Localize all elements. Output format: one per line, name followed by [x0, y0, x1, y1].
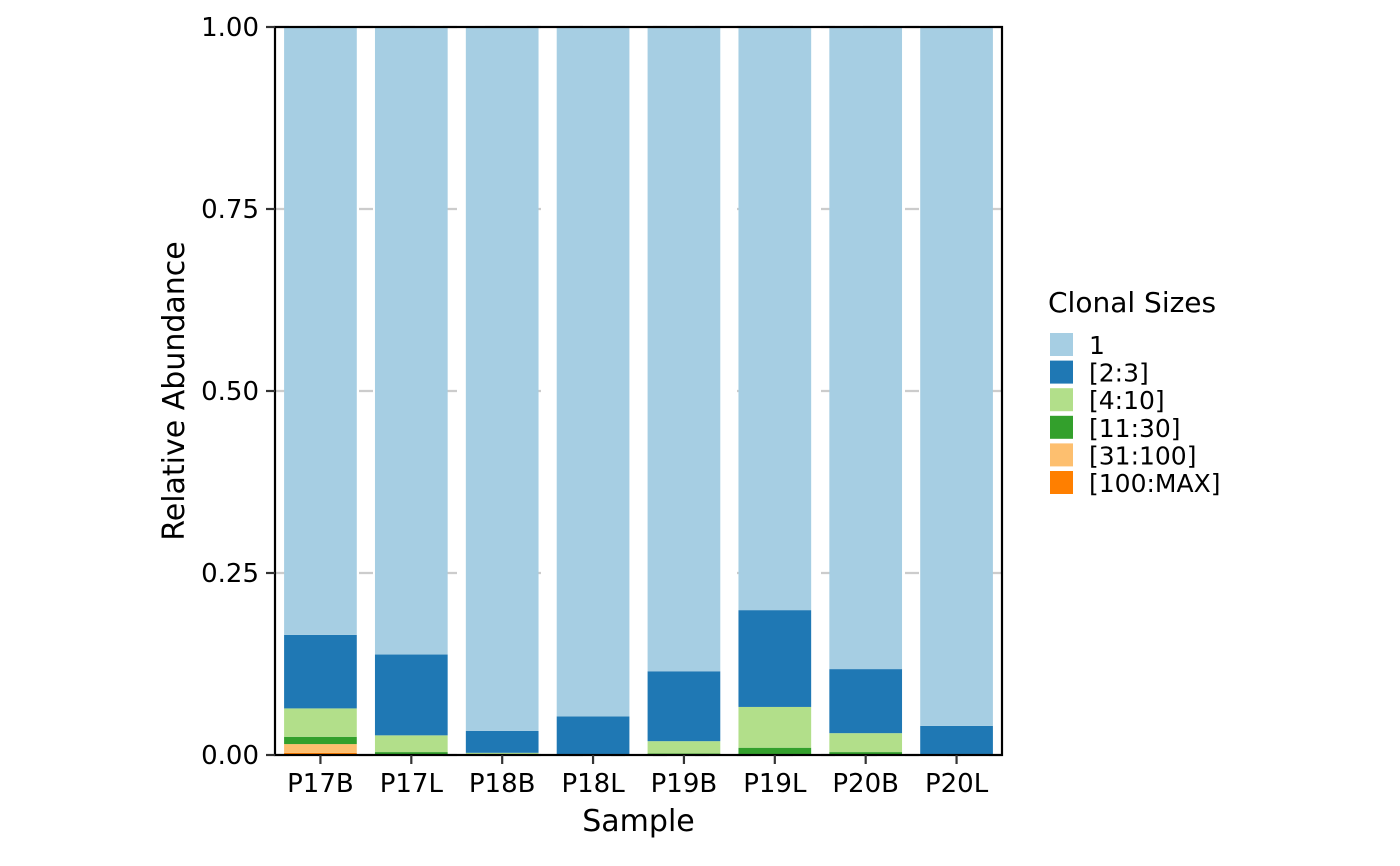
legend-label-5: [100:MAX] — [1089, 469, 1220, 498]
x-axis-title: Sample — [582, 804, 695, 839]
bar-P20B-segment-4 — [829, 669, 903, 734]
x-tick-label-P19B: P19B — [651, 769, 718, 799]
legend-swatch-3 — [1050, 415, 1073, 439]
x-tick-label-P18B: P18B — [469, 769, 536, 799]
bar-P19B-segment-3 — [647, 741, 721, 754]
bar-P20B-segment-3 — [829, 733, 903, 753]
y-tick-label-4: 1.00 — [201, 13, 259, 43]
bar-P19L-segment-3 — [738, 706, 812, 748]
bar-P17B-segment-4 — [284, 634, 357, 709]
bar-P19L-segment-2 — [738, 747, 812, 755]
legend-items: 1[2:3][4:10][11:30][31:100][100:MAX] — [1050, 331, 1220, 498]
bar-P19B-segment-5 — [647, 27, 721, 672]
legend-label-4: [31:100] — [1089, 441, 1196, 470]
x-tick-label-P17B: P17B — [287, 769, 354, 799]
y-tick-label-1: 0.25 — [201, 559, 259, 589]
x-tick-label-P18L: P18L — [561, 769, 625, 799]
bar-P17L-segment-3 — [374, 735, 448, 753]
bar-P17B-segment-2 — [284, 736, 357, 745]
x-tick-label-P20B: P20B — [832, 769, 899, 799]
x-tick-label-P20L: P20L — [925, 769, 989, 799]
x-tick-label-P17L: P17L — [380, 769, 444, 799]
legend-title: Clonal Sizes — [1048, 286, 1216, 319]
bar-P17B-segment-1 — [284, 744, 357, 753]
bar-P18L-segment-4 — [556, 716, 630, 755]
bar-P18B-segment-5 — [465, 27, 539, 731]
bar-P19B-segment-4 — [647, 671, 721, 742]
legend-swatch-2 — [1050, 388, 1073, 412]
bar-P20L-segment-5 — [920, 27, 993, 726]
legend-swatch-0 — [1050, 333, 1073, 356]
y-axis-title: Relative Abundance — [157, 241, 192, 541]
legend-label-0: 1 — [1089, 331, 1105, 360]
bars — [284, 27, 993, 755]
x-axis: P17B P17L P18B P18L P19B P19L P20B P20L — [287, 755, 989, 799]
bar-P17L-segment-4 — [374, 654, 448, 736]
legend-swatch-1 — [1050, 360, 1073, 384]
legend-swatch-5 — [1050, 471, 1073, 494]
bar-P20L-segment-4 — [920, 725, 993, 755]
legend-label-3: [11:30] — [1089, 414, 1181, 443]
bar-P17L-segment-5 — [374, 27, 448, 655]
y-tick-label-2: 0.50 — [201, 377, 259, 407]
bar-P17L-segment-2 — [374, 752, 448, 755]
legend-label-1: [2:3] — [1089, 359, 1149, 388]
bar-P18B-segment-4 — [465, 730, 539, 753]
legend-label-2: [4:10] — [1089, 386, 1165, 415]
y-tick-label-0: 0.00 — [201, 741, 259, 771]
bar-P20B-segment-5 — [829, 27, 903, 670]
legend-swatch-4 — [1050, 443, 1073, 467]
bar-P17B-segment-5 — [284, 27, 357, 635]
bar-P18L-segment-5 — [556, 27, 630, 717]
y-axis: 0.00 0.25 0.50 0.75 1.00 — [201, 13, 275, 771]
legend: Clonal Sizes 1[2:3][4:10][11:30][31:100]… — [1048, 286, 1220, 498]
bar-P18B-segment-3 — [465, 752, 539, 755]
y-tick-label-3: 0.75 — [201, 195, 259, 225]
bar-P19L-segment-4 — [738, 610, 812, 707]
bar-P17B-segment-3 — [284, 708, 357, 737]
bar-P20B-segment-2 — [829, 752, 903, 755]
x-tick-label-P19L: P19L — [743, 769, 807, 799]
bar-P19L-segment-5 — [738, 27, 812, 611]
